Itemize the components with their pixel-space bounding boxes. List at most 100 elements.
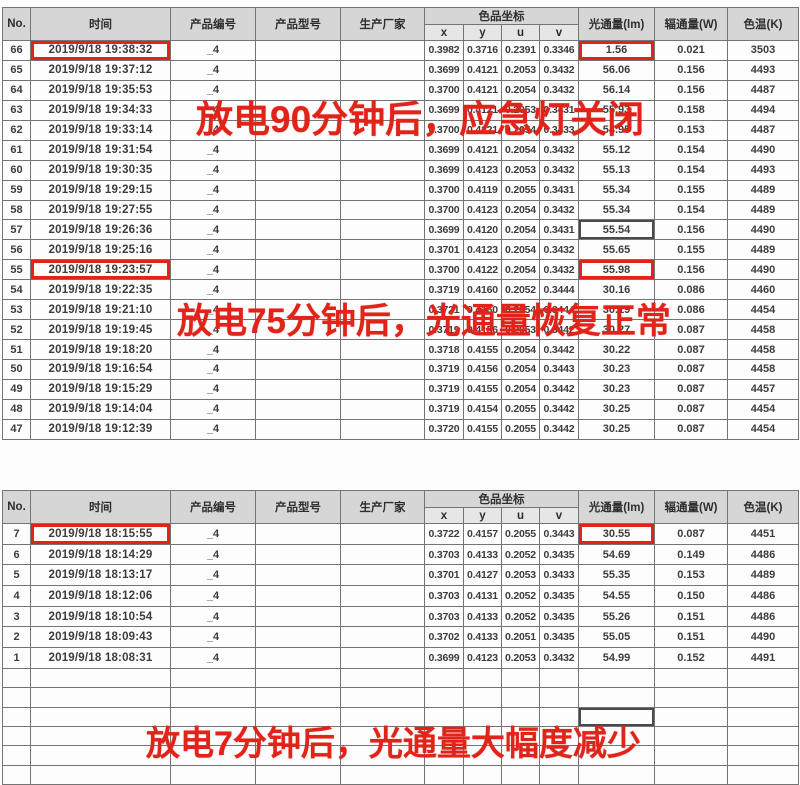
cell-empty[interactable] (727, 725, 799, 747)
cell-product-model[interactable] (255, 605, 341, 628)
cell-no[interactable]: 4 (2, 585, 31, 607)
cell-time[interactable]: 2019/9/18 19:31:54 (30, 139, 171, 161)
cell-empty[interactable] (170, 764, 256, 785)
cell-no[interactable]: 59 (2, 179, 31, 201)
cell-flux[interactable]: 55.54 (578, 219, 655, 241)
cell-product-model[interactable] (255, 239, 341, 261)
cell-x[interactable]: 0.3719 (424, 398, 464, 420)
cell-flux[interactable]: 54.55 (578, 585, 655, 607)
cell-time[interactable]: 2019/9/18 19:19:45 (30, 319, 171, 341)
cell-flux[interactable]: 30.55 (578, 523, 655, 545)
cell-empty[interactable] (654, 764, 728, 785)
cell-time[interactable]: 2019/9/18 19:33:14 (30, 119, 171, 141)
cell-no[interactable]: 48 (2, 398, 31, 420)
cell-no[interactable]: 64 (2, 79, 31, 101)
cell-v[interactable]: 0.3432 (539, 139, 579, 161)
cell-no[interactable]: 55 (2, 259, 31, 281)
cell-cct[interactable]: 4487 (727, 119, 799, 141)
cell-u[interactable]: 0.2054 (501, 359, 540, 380)
cell-radiant[interactable]: 0.151 (654, 626, 728, 649)
cell-cct[interactable]: 4490 (727, 626, 799, 649)
cell-cct[interactable]: 4458 (727, 339, 799, 360)
cell-cct[interactable]: 4490 (727, 219, 799, 241)
cell-product-no[interactable]: _4 (170, 59, 256, 81)
cell-u[interactable]: 0.2054 (501, 199, 540, 221)
cell-empty[interactable] (654, 687, 728, 708)
cell-no[interactable]: 2 (2, 626, 31, 649)
cell-no[interactable]: 53 (2, 299, 31, 321)
cell-y[interactable]: 0.4123 (463, 199, 502, 221)
cell-y[interactable]: 0.3716 (463, 40, 502, 61)
cell-u[interactable]: 0.2053 (501, 59, 540, 81)
cell-v[interactable]: 0.3433 (539, 564, 579, 587)
cell-time[interactable]: 2019/9/18 19:18:20 (30, 339, 171, 360)
cell-no[interactable]: 60 (2, 159, 31, 181)
cell-empty[interactable] (255, 667, 341, 689)
cell-product-model[interactable] (255, 59, 341, 81)
cell-v[interactable]: 0.3432 (539, 79, 579, 101)
cell-empty[interactable] (727, 706, 799, 727)
cell-empty[interactable] (654, 725, 728, 747)
cell-y[interactable]: 0.4160 (463, 279, 502, 301)
cell-radiant[interactable]: 0.158 (654, 99, 728, 121)
cell-v[interactable]: 0.3432 (539, 239, 579, 261)
cell-product-model[interactable] (255, 179, 341, 201)
cell-x[interactable]: 0.3700 (424, 79, 464, 101)
cell-product-no[interactable]: _4 (170, 359, 256, 380)
cell-time[interactable]: 2019/9/18 19:26:36 (30, 219, 171, 241)
cell-radiant[interactable]: 0.154 (654, 139, 728, 161)
cell-product-model[interactable] (255, 418, 341, 440)
cell-x[interactable]: 0.3982 (424, 40, 464, 61)
cell-product-no[interactable]: _4 (170, 647, 256, 669)
cell-cct[interactable]: 4491 (727, 647, 799, 669)
cell-time[interactable]: 2019/9/18 18:14:29 (30, 543, 171, 566)
cell-cct[interactable]: 4458 (727, 319, 799, 341)
cell-flux[interactable]: 55.12 (578, 139, 655, 161)
cell-radiant[interactable]: 0.153 (654, 119, 728, 141)
cell-flux[interactable]: 56.14 (578, 79, 655, 101)
cell-product-no[interactable]: _4 (170, 159, 256, 181)
cell-v[interactable]: 0.3346 (539, 40, 579, 61)
cell-product-no[interactable]: _4 (170, 564, 256, 587)
cell-empty[interactable] (2, 745, 31, 766)
cell-y[interactable]: 0.4121 (463, 79, 502, 101)
cell-product-model[interactable] (255, 79, 341, 101)
cell-product-model[interactable] (255, 626, 341, 649)
cell-product-model[interactable] (255, 219, 341, 241)
cell-manufacturer[interactable] (340, 199, 425, 221)
cell-time[interactable]: 2019/9/18 19:21:10 (30, 299, 171, 321)
cell-cct[interactable]: 4454 (727, 418, 799, 440)
cell-empty[interactable] (340, 667, 425, 689)
cell-manufacturer[interactable] (340, 40, 425, 61)
cell-y[interactable]: 0.4123 (463, 159, 502, 181)
cell-empty[interactable] (501, 667, 540, 689)
cell-empty[interactable] (30, 764, 171, 785)
cell-flux[interactable]: 55.65 (578, 239, 655, 261)
cell-product-model[interactable] (255, 378, 341, 400)
cell-no[interactable]: 58 (2, 199, 31, 221)
cell-flux[interactable]: 30.23 (578, 359, 655, 380)
cell-product-model[interactable] (255, 279, 341, 301)
cell-cct[interactable]: 4454 (727, 299, 799, 321)
cell-x[interactable]: 0.3718 (424, 339, 464, 360)
cell-time[interactable]: 2019/9/18 19:29:15 (30, 179, 171, 201)
cell-empty[interactable] (2, 667, 31, 689)
cell-v[interactable]: 0.3442 (539, 378, 579, 400)
cell-no[interactable]: 51 (2, 339, 31, 360)
cell-x[interactable]: 0.3703 (424, 585, 464, 607)
cell-time[interactable]: 2019/9/18 19:23:57 (30, 259, 171, 281)
cell-empty[interactable] (539, 706, 579, 727)
cell-product-no[interactable]: _4 (170, 40, 256, 61)
cell-flux[interactable]: 55.35 (578, 564, 655, 587)
cell-y[interactable]: 0.4133 (463, 626, 502, 649)
cell-manufacturer[interactable] (340, 79, 425, 101)
cell-manufacturer[interactable] (340, 359, 425, 380)
cell-product-model[interactable] (255, 543, 341, 566)
cell-cct[interactable]: 3503 (727, 40, 799, 61)
cell-empty[interactable] (30, 706, 171, 727)
cell-empty[interactable] (255, 764, 341, 785)
cell-y[interactable]: 0.4155 (463, 418, 502, 440)
cell-y[interactable]: 0.4127 (463, 564, 502, 587)
cell-empty[interactable] (2, 706, 31, 727)
cell-u[interactable]: 0.2052 (501, 585, 540, 607)
